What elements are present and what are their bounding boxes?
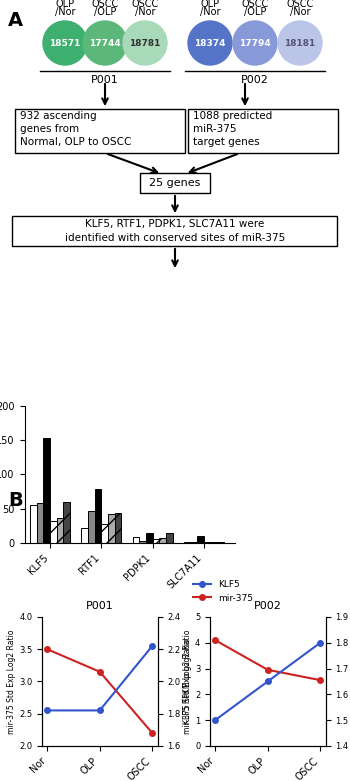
Text: OSCC: OSCC — [131, 0, 159, 9]
Line: KLF5: KLF5 — [212, 640, 323, 723]
KLF5 — [98, 706, 102, 715]
Circle shape — [83, 21, 127, 65]
mir-375 — [213, 636, 217, 645]
Bar — [139, 541, 146, 543]
KLF5 — [318, 638, 322, 647]
Text: P002: P002 — [241, 75, 269, 85]
Text: /OLP: /OLP — [244, 7, 266, 17]
Bar — [102, 524, 108, 543]
mir-375 — [98, 667, 102, 676]
Text: 1088 predicted
miR-375
target genes: 1088 predicted miR-375 target genes — [193, 111, 272, 148]
Text: P001: P001 — [91, 75, 119, 85]
Text: /Nor: /Nor — [55, 7, 75, 17]
Bar — [146, 533, 153, 543]
Title: P001: P001 — [86, 601, 114, 611]
KLF5 — [150, 641, 154, 651]
Bar — [159, 538, 166, 543]
Text: OLP: OLP — [201, 0, 219, 9]
Circle shape — [43, 21, 87, 65]
Text: /Nor: /Nor — [135, 7, 155, 17]
Bar — [197, 536, 204, 543]
Text: 18181: 18181 — [284, 38, 316, 48]
Text: /Nor: /Nor — [290, 7, 310, 17]
Title: P002: P002 — [254, 601, 282, 611]
Bar — [133, 537, 139, 543]
Text: KLF5, RTF1, PDPK1, SLC7A11 were
identified with conserved sites of miR-375: KLF5, RTF1, PDPK1, SLC7A11 were identifi… — [65, 219, 285, 243]
Bar — [166, 533, 173, 543]
Y-axis label: mir-375 Std Exp Log2 Ratio: mir-375 Std Exp Log2 Ratio — [7, 629, 16, 733]
Circle shape — [123, 21, 167, 65]
Bar — [115, 513, 121, 543]
mir-375 — [318, 676, 322, 685]
Text: 18781: 18781 — [129, 38, 161, 48]
FancyBboxPatch shape — [12, 216, 337, 246]
Bar — [57, 518, 63, 543]
Text: 25 genes: 25 genes — [149, 178, 201, 188]
Text: A: A — [8, 11, 23, 30]
Bar — [50, 521, 57, 543]
mir-375 — [45, 644, 49, 654]
FancyBboxPatch shape — [188, 109, 338, 153]
Text: /Nor: /Nor — [200, 7, 220, 17]
Y-axis label: KLF5 RPKM Log2 Ratio: KLF5 RPKM Log2 Ratio — [183, 639, 192, 724]
Bar — [81, 528, 88, 543]
Legend: KLF5, mir-375: KLF5, mir-375 — [189, 576, 257, 606]
FancyBboxPatch shape — [140, 173, 210, 193]
Bar — [43, 438, 50, 543]
Bar — [30, 505, 37, 543]
mir-375 — [266, 665, 270, 675]
Line: mir-375: mir-375 — [44, 647, 155, 736]
mir-375 — [150, 728, 154, 737]
KLF5 — [45, 706, 49, 715]
Circle shape — [278, 21, 322, 65]
Text: 17744: 17744 — [89, 38, 121, 48]
Bar — [108, 514, 115, 543]
Text: 17794: 17794 — [239, 38, 271, 48]
Text: 18571: 18571 — [49, 38, 81, 48]
FancyBboxPatch shape — [15, 109, 185, 153]
Text: OSCC: OSCC — [241, 0, 269, 9]
Bar — [94, 490, 101, 543]
Line: KLF5: KLF5 — [44, 644, 155, 713]
Bar — [37, 503, 43, 543]
Line: mir-375: mir-375 — [212, 637, 323, 683]
Text: OSCC: OSCC — [286, 0, 314, 9]
KLF5 — [213, 715, 217, 725]
Text: OLP: OLP — [55, 0, 75, 9]
Circle shape — [188, 21, 232, 65]
Text: 932 ascending
genes from
Normal, OLP to OSCC: 932 ascending genes from Normal, OLP to … — [20, 111, 131, 148]
Text: OSCC: OSCC — [91, 0, 119, 9]
Bar — [153, 540, 159, 543]
Text: B: B — [8, 491, 23, 510]
Bar — [88, 512, 94, 543]
Circle shape — [233, 21, 277, 65]
Text: 18374: 18374 — [194, 38, 226, 48]
KLF5 — [266, 676, 270, 686]
Y-axis label: mir-375 Std Exp Log2 Ratio: mir-375 Std Exp Log2 Ratio — [183, 629, 192, 733]
Bar — [63, 502, 70, 543]
Text: /OLP: /OLP — [94, 7, 116, 17]
